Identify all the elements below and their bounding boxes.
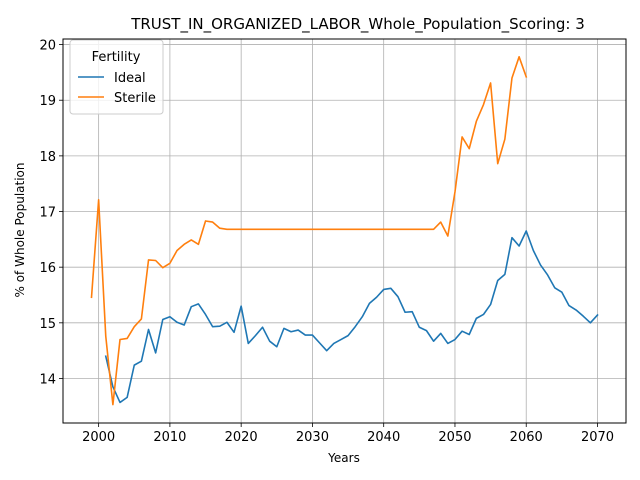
x-tick-label: 2030: [296, 430, 329, 445]
y-tick-label: 17: [39, 206, 56, 221]
x-tick-label: 2010: [153, 430, 186, 445]
x-axis-label: Years: [327, 451, 360, 465]
series-line-ideal: [104, 230, 599, 404]
y-tick-label: 20: [39, 39, 56, 54]
x-tick-label: 2020: [225, 430, 258, 445]
series-lines: [90, 56, 599, 406]
plot-frame: [62, 38, 627, 424]
x-tick-label: 2060: [510, 430, 543, 445]
x-tick-label: 2040: [367, 430, 400, 445]
series-line-sterile: [90, 56, 528, 406]
y-tick-label: 18: [39, 150, 56, 165]
x-tick-label: 2050: [438, 430, 471, 445]
y-tick-label: 16: [39, 261, 56, 276]
x-tick-label: 2070: [581, 430, 614, 445]
x-tick-label: 2000: [82, 430, 115, 445]
y-tick-label: 19: [39, 94, 56, 109]
legend-title: Fertility: [92, 50, 141, 65]
legend-box: [69, 39, 164, 115]
grid: [63, 39, 626, 423]
legend: Fertility Ideal Sterile: [69, 39, 164, 115]
axes: 2000 2010 2020 2030 2040 2050 2060 2070 14 15 16 17…: [39, 39, 614, 445]
legend-label-ideal: Ideal: [114, 71, 146, 86]
legend-label-sterile: Sterile: [114, 91, 156, 106]
y-tick-label: 14: [39, 372, 56, 387]
y-tick-label: 15: [39, 317, 56, 332]
y-axis-label: % of Whole Population: [13, 163, 27, 298]
chart-title: TRUST_IN_ORGANIZED_LABOR_Whole_Populatio…: [130, 15, 585, 34]
